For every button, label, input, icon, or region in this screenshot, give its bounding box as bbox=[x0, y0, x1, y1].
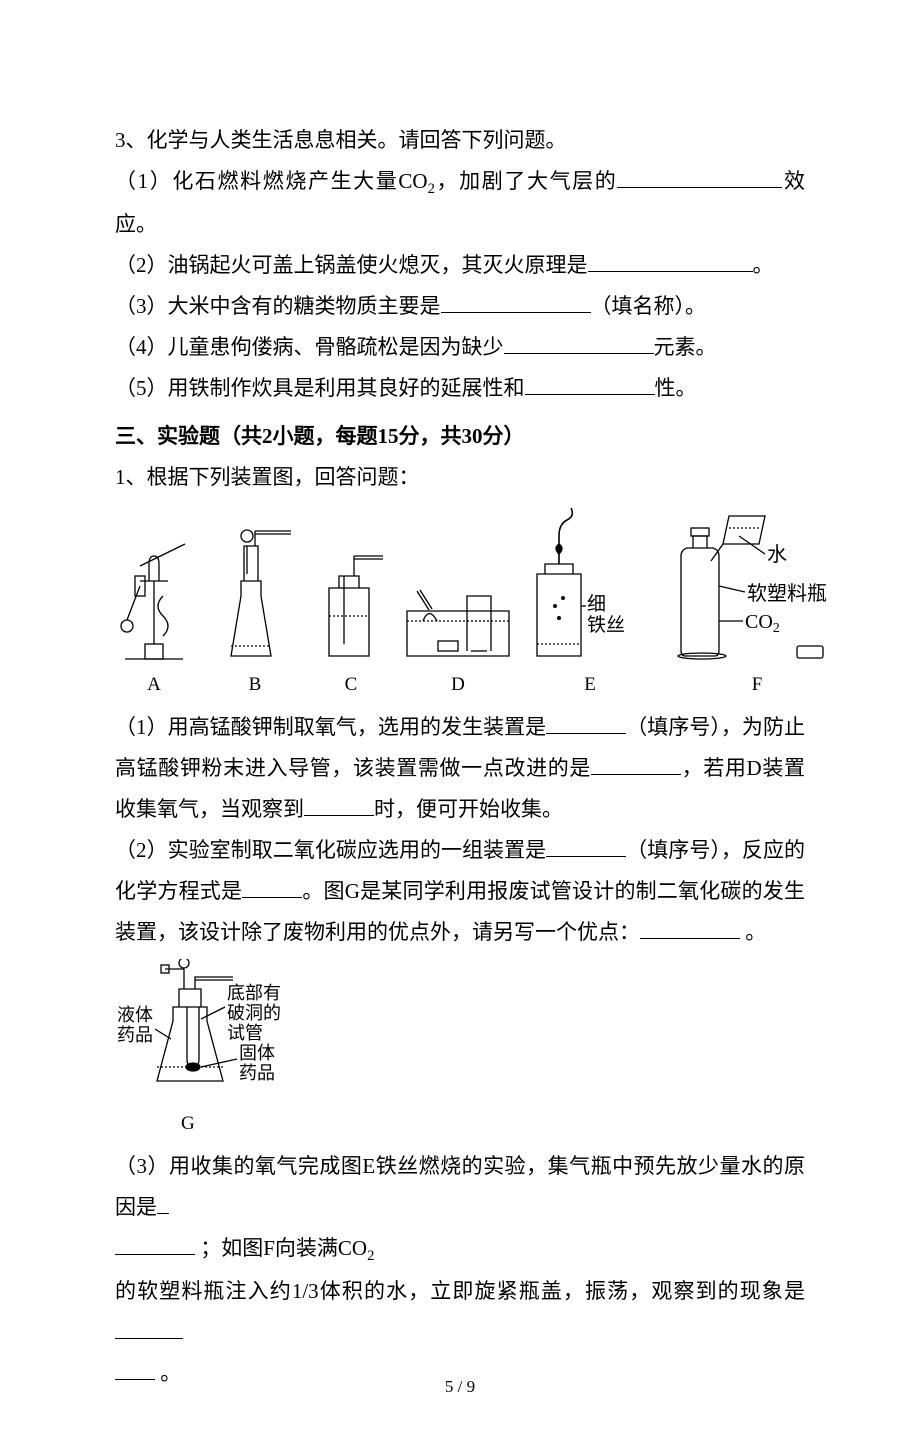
apparatus-C-icon bbox=[317, 526, 385, 666]
text: （4）儿童患佝偻病、骨骼疏松是因为缺少 bbox=[115, 335, 504, 359]
q1-part2: （2）实验室制取二氧化碳应选用的一组装置是（填序号），反应的化学方程式是。图G是… bbox=[115, 830, 805, 953]
blank-fill[interactable] bbox=[546, 835, 626, 857]
figure-D: D bbox=[403, 566, 513, 703]
figure-label: F bbox=[752, 666, 763, 703]
text: （1）用高锰酸钾制取氧气，选用的发生装置是 bbox=[115, 715, 546, 739]
svg-text:固体: 固体 bbox=[239, 1043, 275, 1063]
svg-text:药品: 药品 bbox=[117, 1025, 153, 1045]
text: ；如图F向装满CO bbox=[195, 1236, 367, 1260]
figure-label: C bbox=[345, 666, 358, 703]
svg-text:试管: 试管 bbox=[227, 1023, 263, 1043]
subscript: 2 bbox=[428, 181, 435, 197]
figure-E: 细 铁丝 E bbox=[531, 506, 649, 703]
apparatus-G-icon: 液体 药品 底部有 破洞的 试管 固体 药品 bbox=[115, 959, 335, 1091]
section-heading: 三、实验题（共2小题，每题15分，共30分） bbox=[115, 416, 805, 457]
svg-text:软塑料瓶: 软塑料瓶 bbox=[747, 582, 827, 605]
svg-text:药品: 药品 bbox=[239, 1063, 275, 1083]
subscript: 2 bbox=[367, 1248, 374, 1264]
figure-label: A bbox=[147, 666, 161, 703]
apparatus-E-icon: 细 铁丝 bbox=[531, 506, 649, 666]
blank-fill[interactable] bbox=[115, 1317, 183, 1339]
figure-A: A bbox=[115, 526, 193, 703]
text: （2）油锅起火可盖上锅盖使火熄灭，其灭火原理是 bbox=[115, 253, 588, 277]
q3-part3: （3）大米中含有的糖类物质主要是 （填名称）。 bbox=[115, 286, 805, 327]
q1-part3c: 的软塑料瓶注入约1/3体积的水，立即旋紧瓶盖，振荡，观察到的现象是 bbox=[115, 1271, 805, 1353]
blank-fill[interactable] bbox=[525, 373, 655, 395]
text: 性。 bbox=[655, 376, 697, 400]
page-number: 5 / 9 bbox=[0, 1370, 920, 1403]
blank-fill[interactable] bbox=[617, 166, 782, 188]
text: 。 bbox=[740, 920, 766, 944]
q3-part5: （5）用铁制作炊具是利用其良好的延展性和 性。 bbox=[115, 368, 805, 409]
svg-text:底部有: 底部有 bbox=[227, 983, 281, 1003]
text: （1）化石燃料燃烧产生大量CO bbox=[115, 169, 428, 193]
apparatus-F-icon: 水 软塑料瓶 CO2 bbox=[667, 506, 847, 666]
blank-fill[interactable] bbox=[242, 876, 302, 898]
blank-fill[interactable] bbox=[640, 917, 740, 939]
figure-F: 水 软塑料瓶 CO2 F bbox=[667, 506, 847, 703]
blank-fill[interactable] bbox=[504, 332, 654, 354]
blank-fill[interactable] bbox=[591, 753, 681, 775]
figure-label: G bbox=[181, 1105, 805, 1142]
blank-fill[interactable] bbox=[304, 794, 374, 816]
figure-label: B bbox=[249, 666, 262, 703]
q3-part2: （2）油锅起火可盖上锅盖使火熄灭，其灭火原理是 。 bbox=[115, 245, 805, 286]
blank-fill[interactable] bbox=[157, 1192, 169, 1214]
blank-fill[interactable] bbox=[115, 1233, 195, 1255]
figure-label: E bbox=[584, 666, 596, 703]
q1-part1: （1）用高锰酸钾制取氧气，选用的发生装置是（填序号），为防止高锰酸钾粉末进入导管… bbox=[115, 707, 805, 830]
svg-text:破洞的: 破洞的 bbox=[227, 1003, 281, 1023]
blank-fill[interactable] bbox=[546, 712, 626, 734]
text: （填名称）。 bbox=[591, 294, 707, 318]
q3-part1: （1）化石燃料燃烧产生大量CO2，加剧了大气层的效应。 bbox=[115, 161, 805, 245]
text: （3）大米中含有的糖类物质主要是 bbox=[115, 294, 441, 318]
text: （5）用铁制作炊具是利用其良好的延展性和 bbox=[115, 376, 525, 400]
svg-text:水: 水 bbox=[767, 543, 787, 566]
q3-part4: （4）儿童患佝偻病、骨骼疏松是因为缺少 元素。 bbox=[115, 327, 805, 368]
svg-text:CO2: CO2 bbox=[745, 611, 780, 636]
figure-G: 液体 药品 底部有 破洞的 试管 固体 药品 G bbox=[115, 959, 805, 1142]
page-container: 3、化学与人类生活息息相关。请回答下列问题。 （1）化石燃料燃烧产生大量CO2，… bbox=[0, 0, 920, 1434]
text: 。 bbox=[753, 253, 774, 277]
apparatus-A-icon bbox=[115, 526, 193, 666]
q1-part3b: ；如图F向装满CO2 bbox=[115, 1228, 805, 1271]
text: 的软塑料瓶注入约1/3体积的水，立即旋紧瓶盖，振荡，观察到的现象是 bbox=[115, 1279, 805, 1303]
figure-row-AF: A B bbox=[115, 506, 805, 703]
q1-part3a: （3）用收集的氧气完成图E铁丝燃烧的实验，集气瓶中预先放少量水的原因是 bbox=[115, 1146, 805, 1228]
figure-label: D bbox=[451, 666, 465, 703]
svg-text:细: 细 bbox=[587, 593, 606, 615]
figure-B: B bbox=[211, 526, 299, 703]
text: （3）用收集的氧气完成图E铁丝燃烧的实验，集气瓶中预先放少量水的原因是 bbox=[115, 1154, 805, 1219]
text: 时，便可开始收集。 bbox=[374, 797, 563, 821]
blank-fill[interactable] bbox=[441, 291, 591, 313]
text: ，加剧了大气层的 bbox=[435, 169, 617, 193]
blank-fill[interactable] bbox=[588, 250, 753, 272]
figure-C: C bbox=[317, 526, 385, 703]
text: （2）实验室制取二氧化碳应选用的一组装置是 bbox=[115, 838, 546, 862]
text: 元素。 bbox=[654, 335, 717, 359]
q3-stem: 3、化学与人类生活息息相关。请回答下列问题。 bbox=[115, 120, 805, 161]
svg-text:液体: 液体 bbox=[117, 1005, 153, 1025]
q1-stem: 1、根据下列装置图，回答问题： bbox=[115, 457, 805, 498]
svg-text:铁丝: 铁丝 bbox=[587, 614, 625, 636]
apparatus-D-icon bbox=[403, 566, 513, 666]
apparatus-B-icon bbox=[211, 526, 299, 666]
